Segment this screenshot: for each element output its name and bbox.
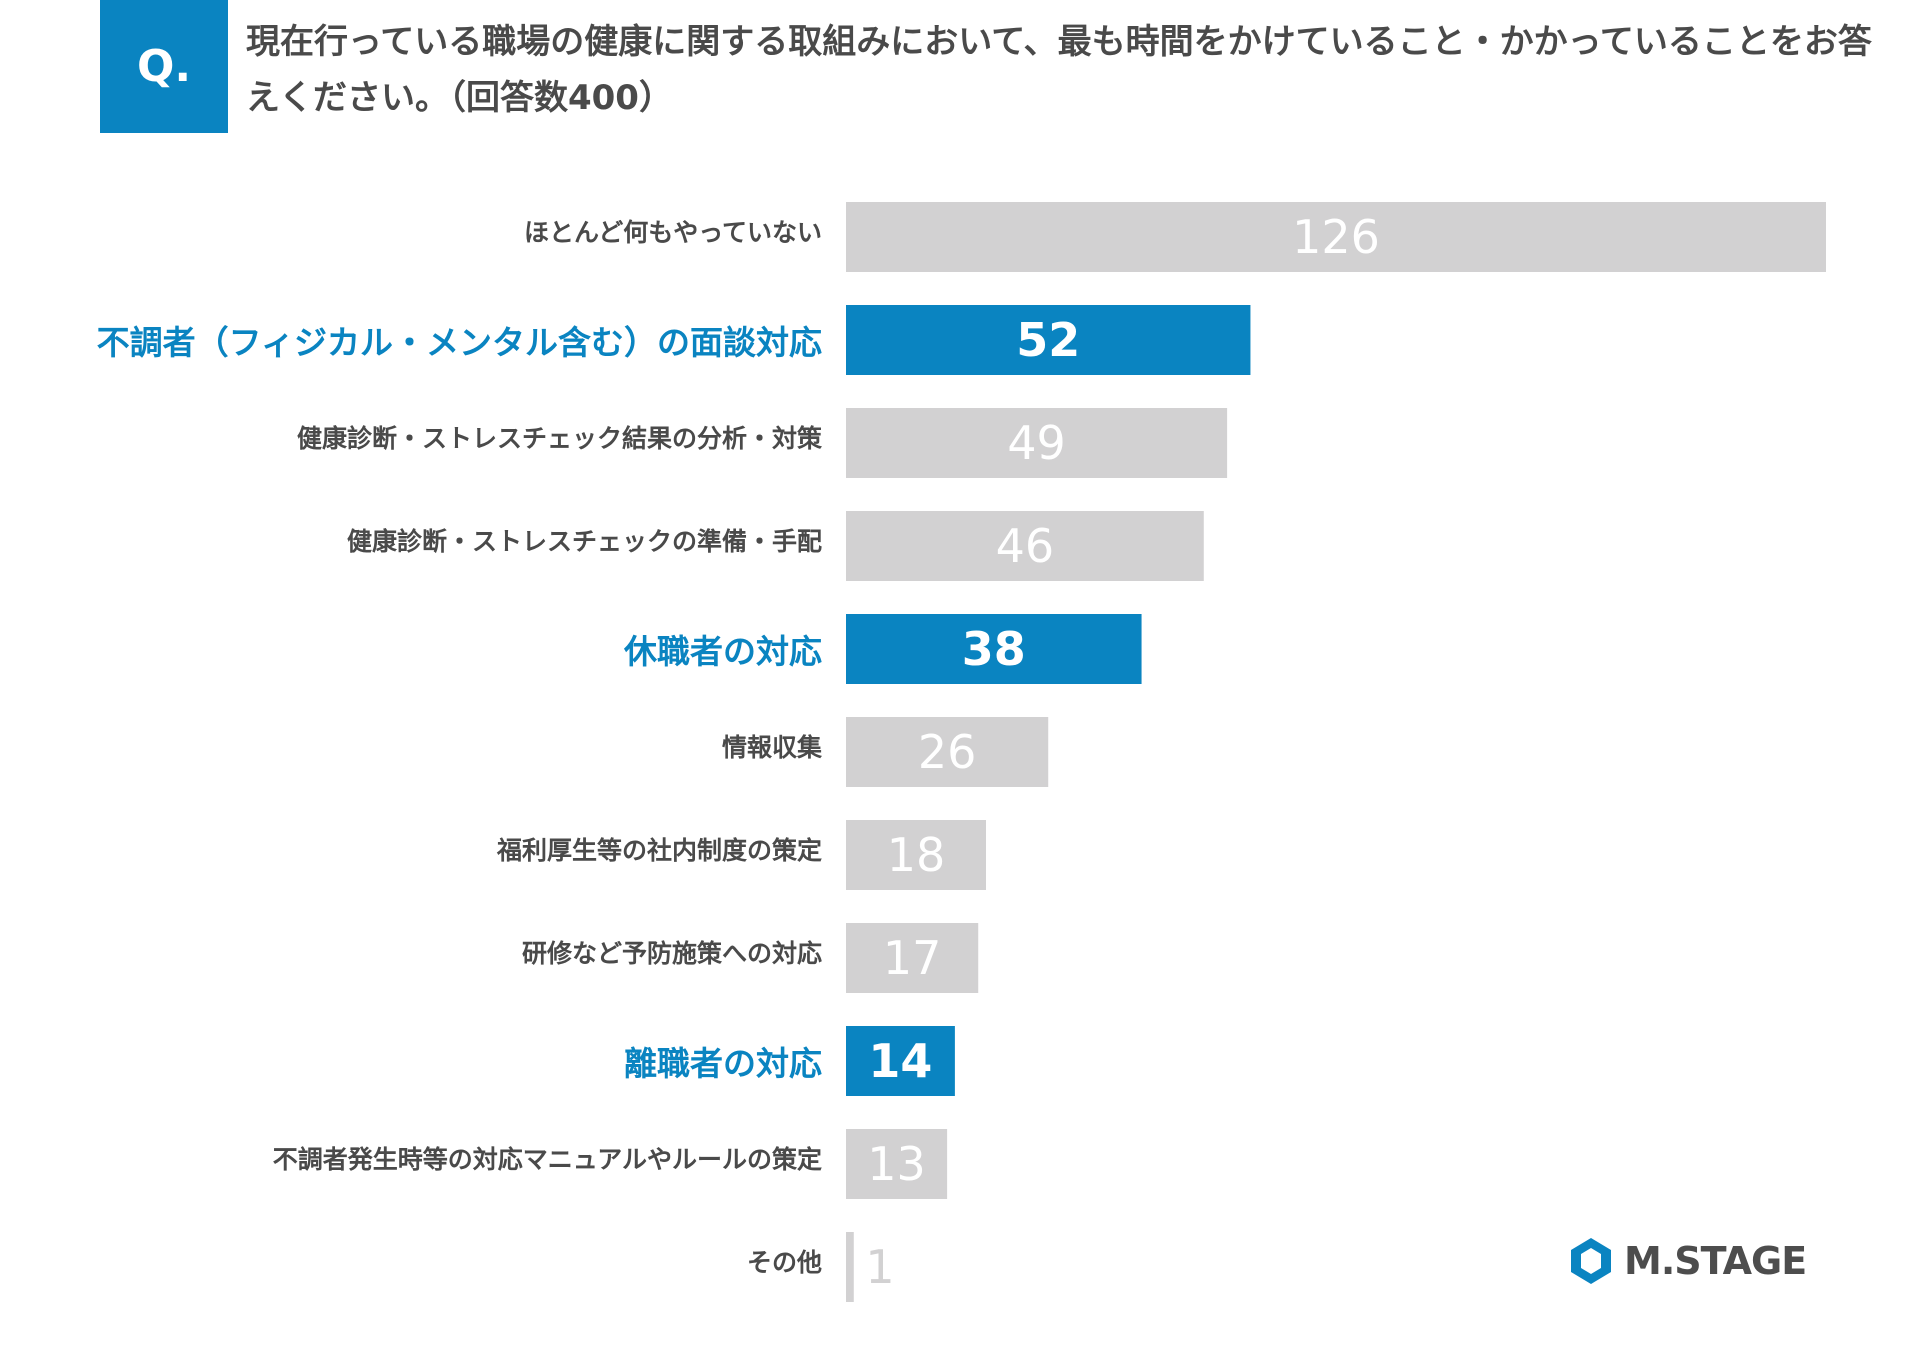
category-label-8: 離職者の対応 bbox=[624, 1044, 822, 1083]
value-label-5: 26 bbox=[918, 725, 977, 779]
bar-9 bbox=[846, 1129, 948, 1199]
category-label-5: 情報収集 bbox=[722, 733, 823, 762]
question-label: Q. bbox=[136, 41, 192, 92]
bar-7 bbox=[846, 923, 979, 993]
value-label-6: 18 bbox=[887, 828, 946, 882]
bar-10 bbox=[846, 1232, 854, 1302]
value-label-8: 14 bbox=[868, 1034, 932, 1088]
category-label-9: 不調者発生時等の対応マニュアルやルールの策定 bbox=[273, 1145, 822, 1174]
category-label-4: 休職者の対応 bbox=[623, 632, 822, 671]
mstage-logo-icon bbox=[1571, 1238, 1611, 1284]
value-label-10: 1 bbox=[865, 1240, 894, 1294]
category-label-10: その他 bbox=[747, 1248, 822, 1277]
category-label-1: 不調者（フィジカル・メンタル含む）の面談対応 bbox=[97, 323, 822, 362]
bar-6 bbox=[846, 820, 986, 890]
category-label-6: 福利厚生等の社内制度の策定 bbox=[496, 836, 822, 865]
logo-text: M.STAGE bbox=[1624, 1239, 1807, 1283]
value-label-7: 17 bbox=[883, 931, 942, 985]
bar-2 bbox=[846, 408, 1228, 478]
category-label-2: 健康診断・ストレスチェック結果の分析・対策 bbox=[297, 424, 823, 453]
category-label-0: ほとんど何もやっていない bbox=[524, 218, 822, 247]
value-label-4: 38 bbox=[962, 622, 1026, 676]
bar-5 bbox=[846, 717, 1049, 787]
category-label-7: 研修など予防施策への対応 bbox=[522, 939, 822, 968]
logo: M.STAGE bbox=[1568, 1236, 1807, 1286]
value-label-9: 13 bbox=[867, 1137, 926, 1191]
bar-4 bbox=[846, 614, 1142, 684]
category-label-3: 健康診断・ストレスチェックの準備・手配 bbox=[347, 527, 822, 556]
value-label-1: 52 bbox=[1016, 313, 1080, 367]
bar-8 bbox=[846, 1026, 955, 1096]
value-label-0: 126 bbox=[1292, 210, 1380, 264]
value-label-2: 49 bbox=[1007, 416, 1066, 470]
bar-3 bbox=[846, 511, 1204, 581]
question-label-box: Q. bbox=[100, 0, 228, 133]
question-text: 現在行っている職場の健康に関する取組みにおいて、最も時間をかけていること・かかっ… bbox=[246, 22, 1872, 118]
value-label-3: 46 bbox=[996, 519, 1055, 573]
bar-0 bbox=[846, 202, 1826, 272]
bar-1 bbox=[846, 305, 1251, 375]
